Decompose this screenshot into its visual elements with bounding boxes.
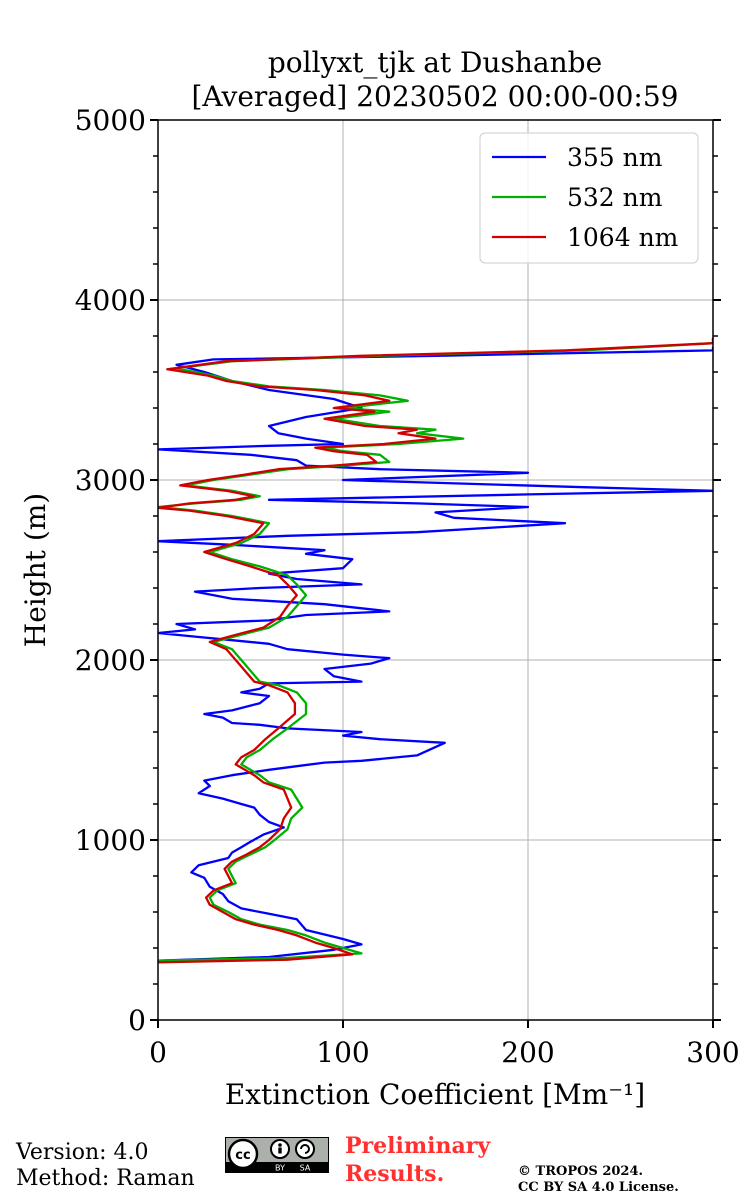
series-line-1064-nm: [158, 337, 713, 964]
x-axis-label: Extinction Coefficient [Mm⁻¹]: [225, 1078, 645, 1111]
x-tick-label: 200: [501, 1036, 554, 1069]
series-line-532-nm: [158, 337, 713, 962]
x-tick-label: 100: [316, 1036, 369, 1069]
share-alike-icon: [295, 1139, 315, 1159]
y-tick-label: 2000: [75, 644, 146, 677]
by-label: BY: [275, 1164, 285, 1173]
y-tick-label: 0: [128, 1004, 146, 1037]
method-text: Method: Raman: [16, 1166, 195, 1191]
sa-label: SA: [300, 1164, 311, 1173]
y-tick-label: 4000: [75, 284, 146, 317]
legend-label: 1064 nm: [567, 223, 679, 252]
chart-title-line-1: pollyxt_tjk at Dushanbe: [268, 46, 602, 79]
copyright-line-2: CC BY SA 4.0 License.: [518, 1180, 679, 1195]
cc-circle-icon: [227, 1138, 259, 1170]
legend-label: 532 nm: [567, 183, 663, 212]
version-text: Version: 4.0: [16, 1140, 149, 1165]
axes-frame: [157, 119, 714, 1021]
series-line-355-nm: [158, 346, 713, 962]
preliminary-line-1: Preliminary: [345, 1133, 491, 1159]
grid-lines: [158, 120, 713, 1020]
legend: 355 nm 532 nm 1064 nm: [479, 132, 699, 264]
cc-mark: cc: [235, 1148, 250, 1163]
version-info: Version: 4.0 Method: Raman: [16, 1140, 195, 1192]
legend-box: [479, 132, 699, 264]
y-tick-label: 1000: [75, 824, 146, 857]
preliminary-results-notice: Preliminary Results.: [345, 1132, 490, 1188]
y-tick-label: 5000: [75, 104, 146, 137]
legend-label: 355 nm: [567, 143, 663, 172]
chart-title-line-2: [Averaged] 20230502 00:00-00:59: [192, 80, 679, 113]
series-layer: [158, 337, 713, 964]
y-tick-label: 3000: [75, 464, 146, 497]
copyright-line-1: © TROPOS 2024.: [518, 1164, 644, 1179]
cc-license-badge-icon: cc BY SA: [225, 1137, 329, 1173]
x-tick-label: 0: [149, 1036, 167, 1069]
copyright-notice: © TROPOS 2024. CC BY SA 4.0 License.: [518, 1164, 679, 1196]
x-tick-label: 300: [686, 1036, 739, 1069]
y-axis-label: Height (m): [19, 493, 52, 647]
preliminary-line-2: Results.: [345, 1161, 445, 1187]
